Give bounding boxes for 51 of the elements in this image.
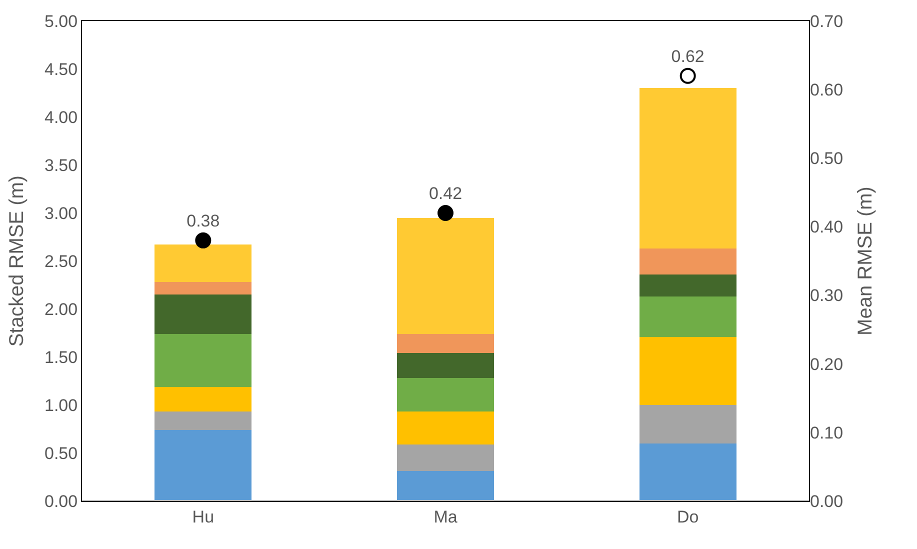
y2-tick-label: 0.10 [810, 423, 844, 442]
y-tick-label: 4.00 [44, 108, 78, 127]
y2-tick-label: 0.70 [810, 12, 844, 31]
bar [639, 248, 736, 274]
y-tick-label: 1.00 [44, 396, 78, 415]
bar [397, 378, 494, 412]
y2-tick-label: 0.50 [810, 149, 844, 168]
x-tick-label: Do [676, 507, 699, 526]
y2-axis-title: Mean RMSE (m) [854, 186, 877, 336]
bar [639, 88, 736, 249]
bar [639, 405, 736, 444]
bar [639, 336, 736, 405]
bar [397, 412, 494, 444]
bar [154, 294, 252, 334]
y2-tick-label: 0.20 [810, 354, 844, 374]
data-label: 0.62 [671, 46, 704, 66]
point [195, 232, 212, 248]
y-tick-label: 1.50 [44, 348, 78, 367]
y2-tick-label: 0.00 [810, 492, 844, 511]
bar [397, 444, 494, 472]
bar [397, 334, 494, 354]
bar [639, 443, 736, 501]
y-tick-label: 2.50 [44, 252, 78, 271]
y-axis-title: Stacked RMSE (m) [6, 175, 28, 347]
y-tick-label: 2.00 [44, 300, 78, 319]
y2-tick-label: 0.30 [810, 286, 844, 306]
x-tick-label: Ma [434, 507, 458, 526]
data-label: 0.38 [186, 211, 220, 230]
y2-tick-label: 0.40 [810, 218, 844, 237]
bar [397, 471, 494, 501]
x-tick-label: Hu [192, 507, 214, 526]
y2-tick-label: 0.60 [810, 80, 844, 100]
y-tick-label: 3.50 [44, 156, 78, 175]
bar [154, 430, 252, 501]
bar [154, 412, 252, 430]
point [438, 205, 454, 221]
bar [154, 244, 252, 282]
bar [397, 353, 494, 378]
bar [639, 296, 736, 337]
point [680, 68, 696, 84]
bar [154, 282, 252, 295]
y-tick-label: 5.00 [44, 12, 78, 31]
y-tick-label: 3.00 [44, 204, 78, 223]
bar [639, 274, 736, 297]
data-label: 0.42 [428, 184, 462, 203]
y-tick-label: 4.50 [44, 60, 78, 79]
bar [154, 334, 252, 387]
y-tick-label: 0.50 [44, 444, 78, 463]
bar [154, 386, 252, 412]
y-tick-label: 0.00 [44, 492, 78, 511]
bar [397, 218, 494, 334]
